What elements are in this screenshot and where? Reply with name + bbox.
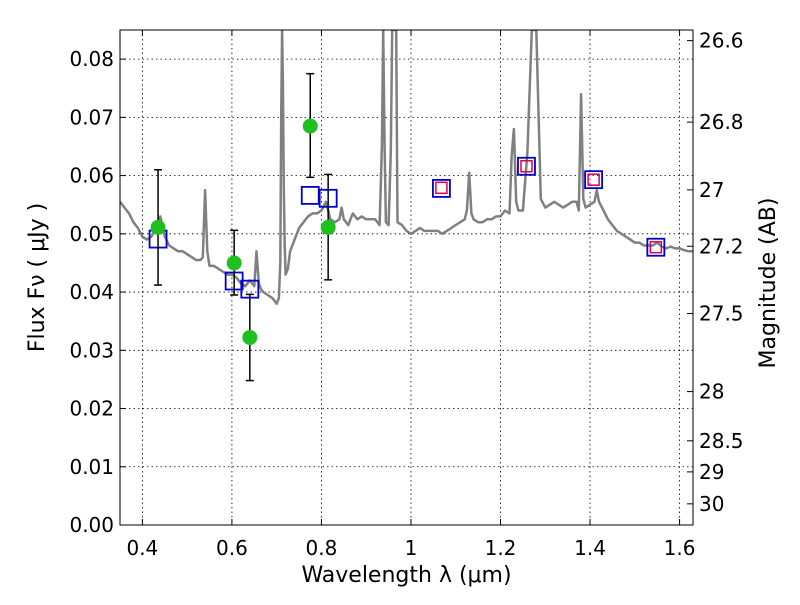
y2-tick-label: 30 — [699, 492, 724, 516]
x-tick-label: 0.4 — [126, 536, 158, 560]
x-tick-label: 0.8 — [306, 536, 338, 560]
y-tick-label: 0.06 — [69, 164, 114, 188]
y2-tick-label: 27.2 — [699, 234, 744, 258]
y2-tick-label: 26.8 — [699, 110, 744, 134]
observed-flux-point — [226, 255, 242, 271]
y-tick-label: 0.05 — [69, 222, 114, 246]
grid-lines — [120, 30, 693, 526]
y-tick-label: 0.08 — [69, 47, 114, 71]
y-axis-label: Flux Fν ( μJy ) — [25, 203, 50, 352]
y-tick-label: 0.07 — [69, 105, 114, 129]
y2-tick-label: 27 — [699, 178, 724, 202]
y2-tick-label: 27.5 — [699, 302, 744, 326]
model-spectrum-layer — [120, 30, 693, 305]
synthetic-flux-box — [646, 237, 666, 257]
photometry-inner-box — [435, 181, 448, 195]
synthetic-flux-box — [300, 185, 320, 205]
x-axis-label: Wavelength λ (μm) — [301, 563, 511, 588]
x-tick-label: 1.6 — [664, 536, 696, 560]
observed-flux-point — [242, 329, 258, 345]
y-tick-label: 0.03 — [69, 338, 114, 362]
y2-tick-label: 29 — [699, 460, 724, 484]
plot-frame — [119, 29, 694, 526]
y2-axis-label: Magnitude (AB) — [756, 198, 781, 369]
y2-tick-label: 26.6 — [699, 29, 744, 53]
photometry-inner-box — [520, 160, 533, 173]
x-tick-label: 0.6 — [216, 536, 248, 560]
synthetic-flux-box — [584, 170, 604, 190]
observed-flux-point — [150, 219, 166, 235]
axis-ticks: 0.4 0.6 0.8 1 1.2 1.4 1.6 0.00 0.01 0.02 0.03 0.04 0… — [69, 29, 743, 560]
y2-tick-label: 28 — [699, 380, 724, 404]
synthetic-flux-box — [432, 178, 451, 198]
observed-flux-point — [302, 118, 318, 134]
x-tick-label: 1 — [405, 536, 418, 560]
photometry-inner-box — [649, 240, 663, 254]
photometry-inner-box — [587, 173, 600, 186]
y-tick-label: 0.01 — [69, 455, 114, 479]
y2-tick-label: 28.5 — [699, 429, 744, 453]
observed-flux-point — [320, 219, 336, 235]
synthetic-flux-box — [517, 156, 536, 176]
x-tick-label: 1.4 — [574, 536, 606, 560]
model-spectrum-line — [120, 30, 693, 305]
x-tick-label: 1.2 — [485, 536, 517, 560]
synthetic-box-layer — [148, 156, 666, 299]
observed-points-layer — [150, 72, 336, 382]
y-tick-label: 0.02 — [69, 397, 114, 421]
y-tick-label: 0.04 — [69, 280, 114, 304]
y-tick-label: 0.00 — [69, 513, 114, 537]
